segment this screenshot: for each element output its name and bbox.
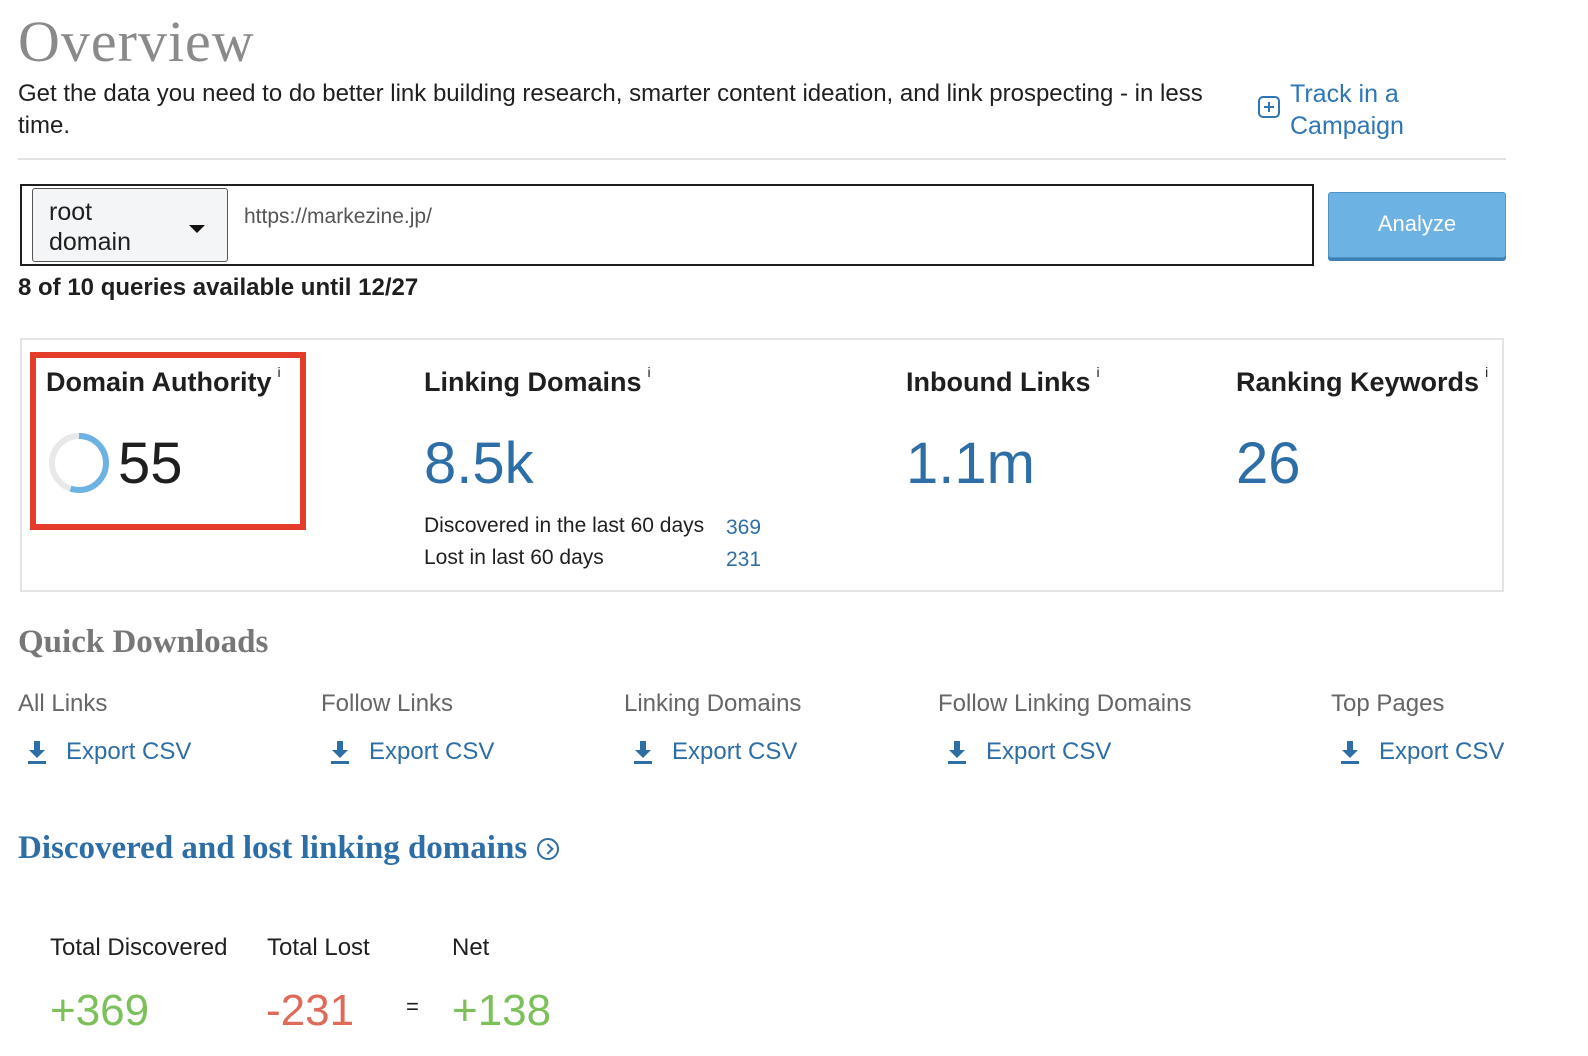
download-icon	[331, 741, 349, 764]
domain-authority-highlight-box	[30, 352, 306, 530]
export-csv-label: Export CSV	[986, 738, 1112, 765]
ranking-keywords-label-text: Ranking Keywords	[1236, 367, 1480, 397]
lost-60-value[interactable]: 231	[726, 548, 762, 571]
scope-select[interactable]: root domain	[32, 188, 228, 262]
discovered-60-label: Discovered in the last 60 days	[424, 514, 705, 537]
download-top-pages: Top Pages Export CSV	[1331, 690, 1504, 766]
queries-remaining: 8 of 10 queries available until 12/27	[18, 274, 419, 301]
info-icon[interactable]: i	[277, 364, 281, 380]
ranking-keywords-label: Ranking Keywords i	[1236, 364, 1488, 398]
download-follow-linking-domains: Follow Linking Domains Export CSV	[938, 690, 1191, 766]
download-icon	[1341, 741, 1359, 764]
domain-authority-value: 55	[118, 431, 183, 496]
discovered-lost-title-text: Discovered and lost linking domains	[18, 830, 528, 866]
scope-select-line1: root	[49, 198, 93, 226]
inbound-links-label: Inbound Links i	[906, 364, 1100, 398]
export-csv-label: Export CSV	[369, 738, 495, 765]
download-all-links: All Links Export CSV	[18, 690, 191, 766]
track-label-line2: Campaign	[1290, 112, 1404, 140]
search-bar: root domain	[20, 184, 1314, 266]
export-csv-link[interactable]: Export CSV	[321, 738, 494, 766]
download-icon	[28, 741, 46, 764]
download-label: Linking Domains	[624, 690, 802, 717]
total-discovered-value: +369	[50, 986, 150, 1035]
lost-60-label: Lost in last 60 days	[424, 546, 604, 569]
ranking-keywords-value: 26	[1236, 431, 1301, 496]
total-lost-label: Total Lost	[267, 934, 370, 961]
metrics-panel: Domain Authority i 55 Linking Domains i 8.…	[20, 338, 1504, 592]
linking-domains-label: Linking Domains i	[424, 364, 651, 398]
linking-domains-label-text: Linking Domains	[424, 367, 642, 397]
download-label: Follow Linking Domains	[938, 690, 1192, 717]
url-input[interactable]	[242, 204, 1286, 230]
download-label: All Links	[18, 690, 108, 717]
total-lost-value: -231	[266, 986, 355, 1035]
score-ring-arc	[49, 433, 109, 493]
net-value: +138	[452, 986, 552, 1035]
track-label-line1: Track in a	[1290, 80, 1399, 108]
info-icon[interactable]: i	[1485, 364, 1489, 380]
export-csv-link[interactable]: Export CSV	[624, 738, 801, 766]
equals-sign: =	[406, 994, 419, 1019]
download-label: Follow Links	[321, 690, 454, 717]
net-label: Net	[452, 934, 490, 961]
domain-authority-label-text: Domain Authority	[46, 367, 272, 397]
quick-downloads-title: Quick Downloads	[18, 624, 269, 660]
domain-authority-label: Domain Authority i	[46, 364, 281, 398]
caret-down-icon	[189, 225, 205, 233]
track-in-campaign-link[interactable]: Track in a Campaign	[1258, 78, 1438, 142]
analyze-button[interactable]: Analyze	[1328, 192, 1506, 258]
score-ring-icon	[49, 433, 109, 493]
chevron-circle-icon[interactable]	[537, 837, 560, 860]
inbound-links-value: 1.1m	[906, 431, 1035, 496]
linking-domains-value: 8.5k	[424, 431, 534, 496]
export-csv-label: Export CSV	[66, 738, 192, 765]
page-title: Overview	[18, 9, 255, 74]
info-icon[interactable]: i	[647, 364, 651, 380]
download-label: Top Pages	[1331, 690, 1445, 717]
discovered-60-value[interactable]: 369	[726, 516, 762, 539]
info-icon[interactable]: i	[1096, 364, 1100, 380]
page-description: Get the data you need to do better link …	[18, 80, 1203, 139]
plus-square-icon	[1258, 96, 1280, 118]
download-linking-domains: Linking Domains Export CSV	[624, 690, 801, 766]
export-csv-label: Export CSV	[672, 738, 798, 765]
header-divider	[18, 158, 1506, 160]
discovered-lost-section-title: Discovered and lost linking domains	[18, 830, 560, 867]
download-follow-links: Follow Links Export CSV	[321, 690, 494, 766]
download-icon	[948, 741, 966, 764]
export-csv-link[interactable]: Export CSV	[938, 738, 1191, 766]
inbound-links-label-text: Inbound Links	[906, 367, 1091, 397]
export-csv-label: Export CSV	[1379, 738, 1505, 765]
download-icon	[634, 741, 652, 764]
export-csv-link[interactable]: Export CSV	[18, 738, 191, 766]
scope-select-line2: domain	[49, 228, 131, 256]
export-csv-link[interactable]: Export CSV	[1331, 738, 1504, 766]
total-discovered-label: Total Discovered	[50, 934, 228, 961]
